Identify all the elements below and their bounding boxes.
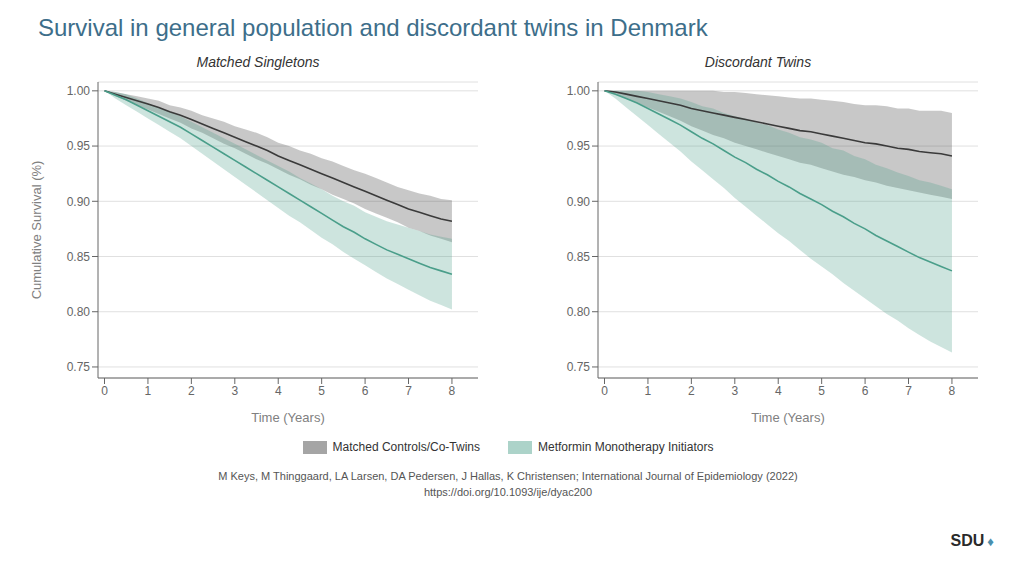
svg-text:4: 4 xyxy=(775,384,782,398)
svg-text:0.75: 0.75 xyxy=(567,360,591,374)
svg-text:1: 1 xyxy=(145,384,152,398)
svg-text:8: 8 xyxy=(449,384,456,398)
svg-text:6: 6 xyxy=(362,384,369,398)
svg-text:0.90: 0.90 xyxy=(567,195,591,209)
html-text:https://doi.org/10.1093/ije/dy: https://doi.org/10.1093/ije/dyac200 xyxy=(423,486,593,498)
svg-text:4: 4 xyxy=(275,384,282,398)
svg-text:1.00: 1.00 xyxy=(67,84,91,98)
svg-text:0: 0 xyxy=(101,384,108,398)
svg-text:Time (Years): Time (Years) xyxy=(251,410,324,425)
svg-text:3: 3 xyxy=(231,384,238,398)
svg-text:0.85: 0.85 xyxy=(567,250,591,264)
svg-text:Cumulative Survival (%): Cumulative Survival (%) xyxy=(29,161,44,300)
svg-text:0.80: 0.80 xyxy=(67,305,91,319)
svg-text:7: 7 xyxy=(905,384,912,398)
svg-text:0.90: 0.90 xyxy=(67,195,91,209)
svg-text:1.00: 1.00 xyxy=(567,84,591,98)
svg-text:0.95: 0.95 xyxy=(567,139,591,153)
html-text:Survival in general population: Survival in general population and disco… xyxy=(38,14,708,41)
svg-text:0.75: 0.75 xyxy=(67,360,91,374)
svg-text:6: 6 xyxy=(862,384,869,398)
html-text:Matched Singletons: Matched Singletons xyxy=(196,54,320,70)
svg-text:0.80: 0.80 xyxy=(567,305,591,319)
svg-text:2: 2 xyxy=(188,384,195,398)
svg-text:0.95: 0.95 xyxy=(67,139,91,153)
svg-text:5: 5 xyxy=(818,384,825,398)
svg-text:1: 1 xyxy=(645,384,652,398)
svg-text:7: 7 xyxy=(405,384,412,398)
svg-text:0: 0 xyxy=(601,384,608,398)
html-text:M Keys, M Thinggaard, LA Larse: M Keys, M Thinggaard, LA Larsen, DA Pede… xyxy=(218,470,798,482)
svg-text:5: 5 xyxy=(318,384,325,398)
svg-text:2: 2 xyxy=(688,384,695,398)
svg-text:Time (Years): Time (Years) xyxy=(751,410,824,425)
html-text:Metformin Monotherapy Initiato: Metformin Monotherapy Initiators xyxy=(538,440,714,454)
svg-text:8: 8 xyxy=(949,384,956,398)
svg-text:0.85: 0.85 xyxy=(67,250,91,264)
html-text:Discordant Twins: Discordant Twins xyxy=(704,54,812,70)
html-text:SDU ♦: SDU ♦ xyxy=(950,532,994,549)
svg-text:3: 3 xyxy=(731,384,738,398)
html-text:Matched Controls/Co-Twins: Matched Controls/Co-Twins xyxy=(332,440,480,454)
